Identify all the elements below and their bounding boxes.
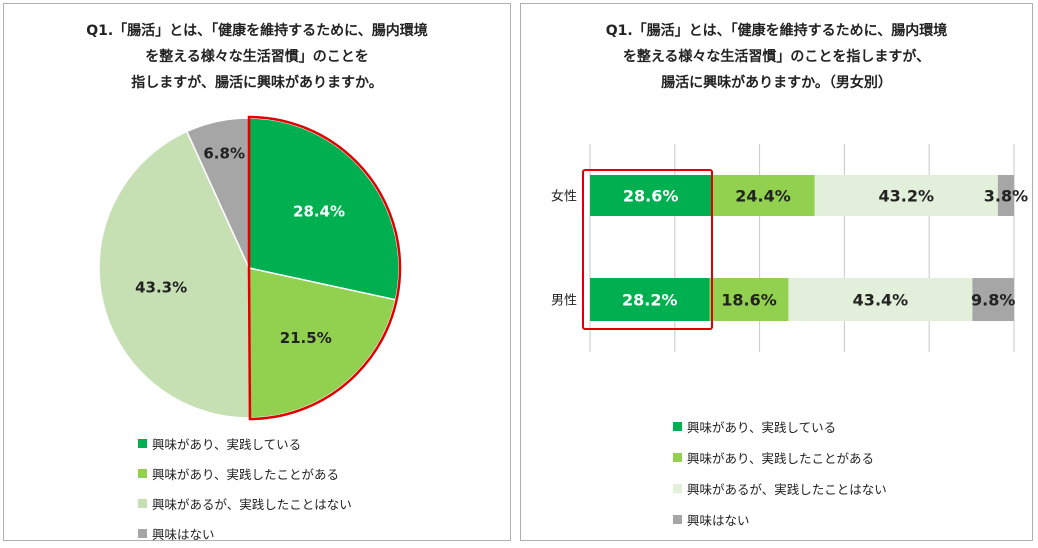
legend-swatch [673, 484, 682, 493]
pie-chart-title: Q1.「腸活」とは、「健康を維持するために、腸内環境 を整える様々な生活習慣」の… [86, 23, 428, 91]
legend-swatch [138, 528, 147, 538]
legend-item: 興味はない [138, 518, 352, 548]
pie-data-label: 21.5% [280, 329, 332, 347]
highlight-box [582, 169, 713, 330]
legend-label: 興味があり、実践している [152, 436, 302, 452]
legend-label: 興味があり、実践したことがある [152, 466, 340, 482]
bar-segment [709, 278, 789, 321]
bar-data-label: 3.8% [984, 187, 1028, 206]
legend-swatch [138, 468, 147, 478]
legend-swatch [138, 498, 147, 508]
bar-segment [788, 278, 973, 321]
legend-item: 興味があるが、実践したことはない [673, 473, 887, 504]
pie-chart-panel: Q1.「腸活」とは、「健康を維持するために、腸内環境 を整える様々な生活習慣」の… [3, 3, 511, 542]
pie-data-label: 43.3% [135, 278, 187, 296]
bar-segment [814, 175, 998, 216]
legend-swatch [673, 453, 682, 462]
legend-item: 興味があり、実践したことがある [673, 442, 887, 473]
bar-data-label: 28.6% [623, 187, 679, 206]
bar-data-label: 24.4% [735, 187, 791, 206]
legend-swatch [673, 515, 682, 524]
category-label: 男性 [551, 294, 577, 309]
legend-label: 興味があるが、実践したことはない [687, 482, 887, 497]
bar-data-label: 18.6% [721, 291, 777, 310]
legend-swatch [138, 438, 147, 448]
legend-item: 興味があり、実践したことがある [138, 458, 352, 488]
bar-legend: 興味があり、実践している 興味があり、実践したことがある 興味があるが、実践した… [673, 411, 887, 535]
bar-segment [997, 175, 1014, 216]
legend-item: 興味があるが、実践したことはない [138, 488, 352, 518]
highlight-outline [247, 115, 402, 421]
legend-item: 興味はない [673, 504, 887, 535]
legend-label: 興味はない [687, 513, 750, 528]
pie-legend: 興味があり、実践している 興味があり、実践したことがある 興味があるが、実践した… [138, 428, 352, 548]
legend-label: 興味があり、実践したことがある [687, 451, 875, 466]
pie-slice [98, 130, 251, 419]
bar-chart-title: Q1.「腸活」とは、「健康を維持するために、腸内環境 を整える様々な生活習慣」の… [605, 23, 948, 91]
legend-label: 興味はない [152, 526, 215, 542]
legend-label: 興味があるが、実践したことはない [152, 496, 352, 512]
pie-chart: 28.4% 21.5% 43.3% 6.8% [98, 115, 402, 421]
bar-segment [711, 175, 815, 216]
bar-chart: 28.6% 24.4% 43.2% 3.8% 女性 28.2% 18.6% 43.4% 9.8%… [551, 144, 1028, 352]
pie-data-label: 28.4% [293, 203, 345, 221]
bar-segment [972, 278, 1014, 321]
bar-segment [590, 175, 712, 216]
bar-data-label: 43.2% [879, 187, 935, 206]
legend-item: 興味があり、実践している [673, 411, 887, 442]
bar-segment [590, 278, 710, 321]
legend-item: 興味があり、実践している [138, 428, 352, 458]
pie-data-label: 6.8% [203, 145, 245, 163]
bar-data-label: 9.8% [971, 291, 1015, 310]
category-label: 女性 [551, 189, 577, 205]
bar-chart-panel: Q1.「腸活」とは、「健康を維持するために、腸内環境 を整える様々な生活習慣」の… [520, 3, 1033, 541]
bar-data-label: 43.4% [853, 291, 909, 310]
legend-swatch [673, 422, 682, 431]
legend-label: 興味があり、実践している [687, 420, 837, 435]
bar-data-label: 28.2% [622, 291, 678, 310]
